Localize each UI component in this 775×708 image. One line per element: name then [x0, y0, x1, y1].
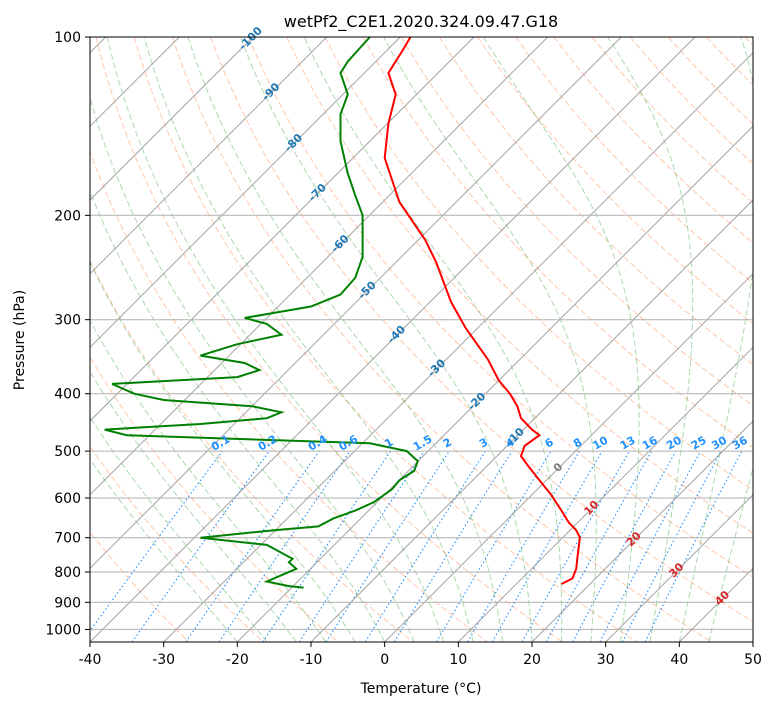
y-tick-label: 800: [54, 565, 81, 581]
dry-adiabat: [90, 259, 414, 642]
dry-adiabat: [515, 37, 753, 284]
dry-adiabat: [171, 37, 712, 642]
temperature-line: [383, 37, 581, 585]
dry-adiabat: [438, 37, 753, 366]
y-tick-label: 200: [54, 208, 81, 224]
dry-adiabat: [591, 37, 753, 204]
x-tick-label: 20: [523, 652, 541, 668]
moist-adiabat: [482, 37, 640, 642]
dry-adiabat: [90, 531, 190, 642]
mixing-ratio-line: [644, 450, 743, 642]
plot-frame: [89, 36, 754, 643]
dry-adiabat: [629, 37, 753, 165]
mixing-ratio-line: [545, 450, 653, 642]
dry-adiabat: [95, 37, 563, 642]
moist-adiabat: [90, 370, 297, 642]
moist-adiabat: [90, 416, 268, 642]
x-tick-label: 10: [449, 652, 467, 668]
y-axis-title: Pressure (hPa): [12, 290, 28, 390]
y-tick-label: 700: [54, 531, 81, 547]
x-tick-label: 40: [670, 652, 688, 668]
x-tick-label: -30: [152, 652, 175, 668]
background-lines: [90, 37, 753, 642]
isotherm-line: [90, 37, 401, 349]
x-tick-label: -10: [300, 652, 323, 668]
y-tick-label: 500: [54, 444, 81, 460]
isotherm-line: [90, 37, 549, 496]
isotherm-line: [90, 37, 475, 422]
isotherm-line: [90, 37, 622, 570]
isotherm-line: [90, 37, 254, 201]
y-tick-label: 1000: [45, 622, 81, 638]
moist-adiabat: [187, 37, 503, 642]
x-axis-title: Temperature (°C): [360, 681, 482, 697]
y-tick-label: 300: [54, 313, 81, 329]
y-axis: 1000 900 800 700 600 500 400 300 200 100: [45, 30, 90, 638]
x-tick-label: -40: [79, 652, 102, 668]
dry-adiabat: [248, 37, 753, 578]
moist-adiabat: [239, 37, 533, 642]
isotherm-line: [384, 272, 753, 642]
isotherm-line: [457, 346, 753, 642]
x-tick-label: 30: [597, 652, 615, 668]
moist-adiabat: [678, 37, 753, 642]
moist-adiabat: [90, 189, 386, 642]
moist-adiabat: [106, 37, 445, 642]
mixing-ratio-line: [393, 450, 513, 642]
moist-adiabat: [383, 37, 597, 642]
mixing-ratio-line: [325, 450, 450, 642]
isotherm-line: [531, 420, 753, 642]
mixing-ratio-line: [262, 450, 392, 642]
moist-adiabat: [303, 37, 563, 642]
dry-adiabat: [210, 37, 753, 623]
y-tick-label: 600: [54, 491, 81, 507]
moist-adiabat: [90, 260, 356, 642]
mixing-ratio-line: [218, 450, 351, 642]
isotherm-line: [310, 199, 753, 642]
chart-title: wetPf2_C2E1.2020.324.09.47.G18: [284, 12, 558, 32]
isotherm-line: [605, 493, 753, 642]
isotherm-line: [90, 37, 696, 642]
mixing-ratio-line: [298, 450, 425, 642]
isotherm-line: [90, 37, 328, 275]
dry-adiabat: [362, 37, 753, 449]
x-tick-label: 0: [380, 652, 389, 668]
moist-adiabat: [143, 37, 474, 642]
x-axis: -40 -30 -20 -10 0 10 20 30 40 50: [79, 642, 762, 668]
mixing-ratio-line: [131, 450, 270, 642]
mixing-ratio-line: [572, 450, 677, 642]
moist-adiabat: [90, 458, 238, 642]
dry-adiabat: [400, 37, 753, 407]
dry-adiabat: [477, 37, 753, 325]
x-tick-label: -20: [226, 652, 249, 668]
mixing-ratio-line: [185, 450, 320, 642]
moist-adiabat: [607, 37, 694, 642]
isotherm-line: [236, 125, 753, 642]
series-group: [104, 37, 581, 589]
mixing-ratio-line: [521, 450, 630, 642]
y-tick-label: 100: [54, 30, 81, 46]
isotherm-line: [163, 51, 753, 642]
mixing-ratio-line: [90, 450, 223, 632]
x-tick-label: 50: [744, 652, 762, 668]
dewpoint-line: [104, 37, 419, 589]
y-tick-label: 900: [54, 595, 81, 611]
dry-adiabat: [133, 37, 638, 642]
dry-adiabat: [90, 445, 264, 642]
y-tick-label: 400: [54, 387, 81, 403]
